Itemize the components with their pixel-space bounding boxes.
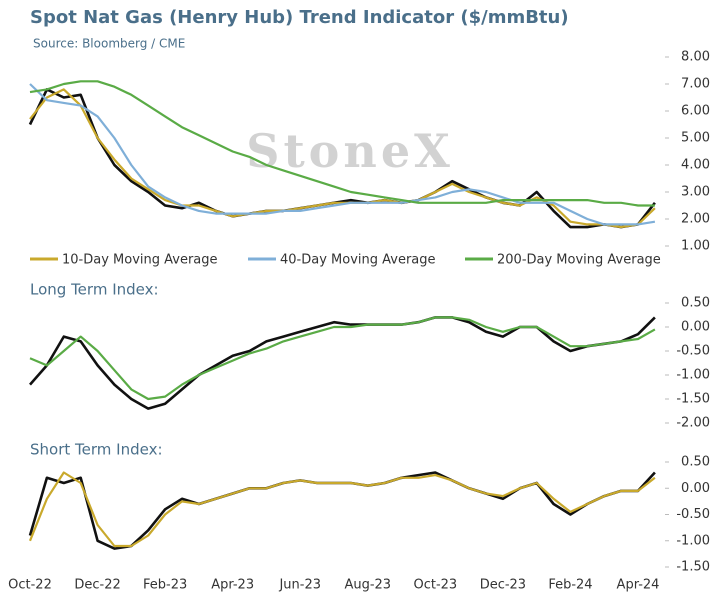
series-line <box>29 316 656 401</box>
series-line <box>29 83 656 226</box>
panel-title: Short Term Index: <box>30 441 163 459</box>
x-tick-label: Dec-22 <box>74 578 120 593</box>
legend-label: 40-Day Moving Average <box>280 253 436 268</box>
y-tick-label: 0.00 <box>681 481 710 496</box>
x-tick-label: Aug-23 <box>344 578 391 593</box>
legend-label: 10-Day Moving Average <box>62 253 218 268</box>
y-tick-label: 1.00 <box>681 239 710 254</box>
y-tick-label: -1.50 <box>676 560 710 575</box>
y-tick-label: 5.00 <box>681 131 710 146</box>
series-line <box>28 88 656 229</box>
x-tick-label: Apr-23 <box>211 578 254 593</box>
y-tick-label: 3.00 <box>681 185 710 200</box>
chart-subtitle: Source: Bloomberg / CME <box>33 37 185 51</box>
legend-label: 200-Day Moving Average <box>497 253 661 268</box>
x-tick-label: Feb-24 <box>548 578 592 593</box>
x-tick-label: Oct-23 <box>413 578 457 593</box>
x-tick-label: Jun-23 <box>278 578 321 593</box>
y-tick-label: 0.50 <box>681 296 710 311</box>
y-tick-label: 8.00 <box>681 50 710 65</box>
y-tick-label: 0.00 <box>681 320 710 335</box>
y-tick-label: -0.50 <box>676 344 710 359</box>
y-tick-label: -1.00 <box>676 533 710 548</box>
watermark: StoneX <box>246 124 454 178</box>
x-tick-label: Dec-23 <box>480 578 526 593</box>
y-tick-label: -2.00 <box>676 416 710 431</box>
y-tick-label: 4.00 <box>681 158 710 173</box>
y-tick-label: -1.00 <box>676 368 710 383</box>
y-tick-label: -0.50 <box>676 507 710 522</box>
y-tick-label: 2.00 <box>681 212 710 227</box>
panel-title: Long Term Index: <box>30 281 159 299</box>
series-line <box>28 471 656 548</box>
x-tick-label: Feb-23 <box>143 578 187 593</box>
y-tick-label: 7.00 <box>681 77 710 92</box>
x-tick-label: Oct-22 <box>8 578 52 593</box>
series-line <box>29 88 656 229</box>
series-line <box>29 316 656 410</box>
y-tick-label: 6.00 <box>681 104 710 119</box>
chart-title: Spot Nat Gas (Henry Hub) Trend Indicator… <box>30 7 569 28</box>
y-tick-label: 0.50 <box>681 455 710 470</box>
x-tick-label: Apr-24 <box>617 578 660 593</box>
series-line <box>29 80 655 207</box>
y-tick-label: -1.50 <box>676 392 710 407</box>
